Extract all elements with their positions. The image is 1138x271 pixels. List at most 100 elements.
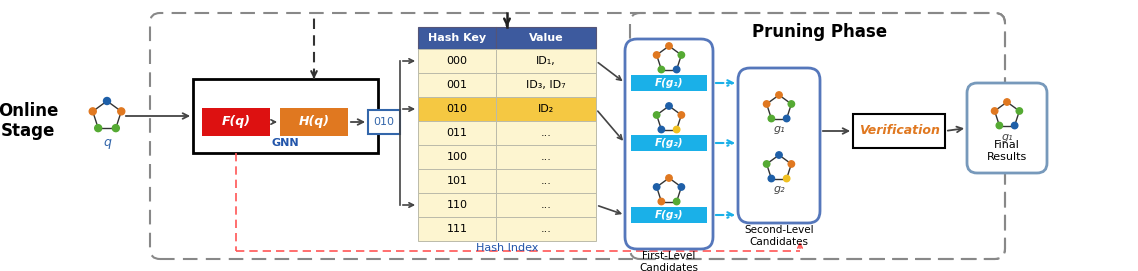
Bar <box>496 193 596 217</box>
Bar <box>854 114 945 148</box>
Text: ...: ... <box>541 176 552 186</box>
Text: ID₃, ID₇: ID₃, ID₇ <box>526 80 566 90</box>
Circle shape <box>1012 122 1017 129</box>
Circle shape <box>653 52 660 58</box>
Circle shape <box>113 125 119 132</box>
Text: ...: ... <box>541 128 552 138</box>
Circle shape <box>674 66 679 73</box>
Circle shape <box>117 108 125 115</box>
Text: H(q): H(q) <box>298 115 330 128</box>
Text: Hash Key: Hash Key <box>428 33 486 43</box>
Text: F(g₁): F(g₁) <box>654 78 683 88</box>
Text: Hash Index: Hash Index <box>476 243 538 253</box>
Text: 101: 101 <box>446 176 468 186</box>
Text: 010: 010 <box>446 104 468 114</box>
Text: ...: ... <box>541 152 552 162</box>
Circle shape <box>678 52 685 58</box>
Bar <box>496 169 596 193</box>
Text: Pruning Phase: Pruning Phase <box>752 23 888 41</box>
Circle shape <box>789 101 794 107</box>
Bar <box>496 27 596 49</box>
Text: Second-Level
Candidates: Second-Level Candidates <box>744 225 814 247</box>
Circle shape <box>1004 99 1011 105</box>
Text: 001: 001 <box>446 80 468 90</box>
Text: 000: 000 <box>446 56 468 66</box>
Bar <box>368 110 399 134</box>
Text: g₂: g₂ <box>773 184 785 194</box>
Circle shape <box>653 184 660 190</box>
Text: ID₁,: ID₁, <box>536 56 555 66</box>
Bar <box>496 73 596 97</box>
Text: g₁: g₁ <box>1001 132 1013 142</box>
Bar <box>203 108 270 136</box>
Bar <box>496 49 596 73</box>
FancyBboxPatch shape <box>739 68 820 223</box>
Bar <box>496 217 596 241</box>
Text: ID₂: ID₂ <box>538 104 554 114</box>
Text: q: q <box>104 136 110 149</box>
Circle shape <box>776 152 782 158</box>
Circle shape <box>789 161 794 167</box>
Circle shape <box>678 184 685 190</box>
Circle shape <box>768 115 775 122</box>
Circle shape <box>764 101 769 107</box>
Text: 110: 110 <box>446 200 468 210</box>
Circle shape <box>674 126 679 133</box>
Text: GNN: GNN <box>272 138 299 148</box>
Circle shape <box>658 126 665 133</box>
FancyBboxPatch shape <box>625 39 714 249</box>
Text: 011: 011 <box>446 128 468 138</box>
Bar <box>630 207 707 223</box>
Text: 100: 100 <box>446 152 468 162</box>
Circle shape <box>666 43 673 49</box>
Bar <box>418 121 496 145</box>
Text: ...: ... <box>541 224 552 234</box>
Circle shape <box>653 112 660 118</box>
Circle shape <box>1016 108 1023 114</box>
Bar <box>496 121 596 145</box>
Circle shape <box>666 175 673 181</box>
Circle shape <box>783 175 790 182</box>
Bar <box>418 145 496 169</box>
Bar <box>496 145 596 169</box>
Circle shape <box>783 115 790 122</box>
Circle shape <box>764 161 769 167</box>
Text: Online
Stage: Online Stage <box>0 102 58 140</box>
Text: F(q): F(q) <box>222 115 250 128</box>
Circle shape <box>666 103 673 109</box>
Bar <box>418 49 496 73</box>
Circle shape <box>678 112 685 118</box>
FancyBboxPatch shape <box>967 83 1047 173</box>
Circle shape <box>674 198 679 205</box>
Text: Verification: Verification <box>858 124 940 137</box>
Circle shape <box>94 125 101 132</box>
Circle shape <box>658 66 665 73</box>
Text: Value: Value <box>529 33 563 43</box>
Bar <box>630 135 707 151</box>
Bar <box>418 193 496 217</box>
Bar <box>496 97 596 121</box>
Text: 010: 010 <box>373 117 395 127</box>
Bar <box>193 79 378 153</box>
Text: Final
Results: Final Results <box>987 140 1028 162</box>
Circle shape <box>996 122 1003 129</box>
Bar <box>418 217 496 241</box>
Circle shape <box>104 98 110 105</box>
Bar <box>418 97 496 121</box>
Circle shape <box>89 108 97 115</box>
Bar <box>630 75 707 91</box>
Bar <box>280 108 348 136</box>
Bar <box>418 169 496 193</box>
Circle shape <box>991 108 998 114</box>
Text: F(g₃): F(g₃) <box>654 210 683 220</box>
Text: F(g₂): F(g₂) <box>654 138 683 148</box>
Text: First-Level
Candidates: First-Level Candidates <box>640 251 699 271</box>
Text: 111: 111 <box>446 224 468 234</box>
Bar <box>418 27 496 49</box>
Circle shape <box>658 198 665 205</box>
Text: ...: ... <box>541 200 552 210</box>
Circle shape <box>768 175 775 182</box>
Text: g₁: g₁ <box>773 124 785 134</box>
Bar <box>418 73 496 97</box>
Circle shape <box>776 92 782 98</box>
